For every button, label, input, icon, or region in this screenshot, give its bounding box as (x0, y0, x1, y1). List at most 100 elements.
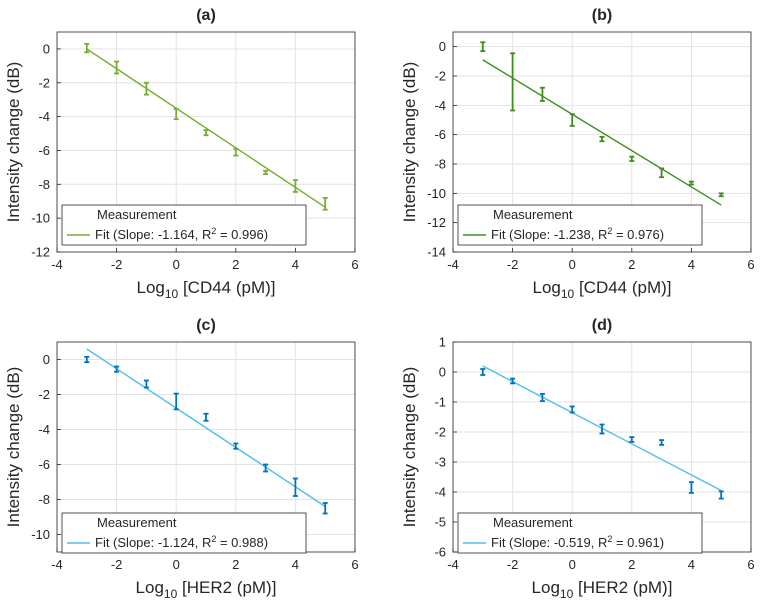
y-tick-label: 0 (43, 352, 50, 367)
legend: Measurement Fit (Slope: -0.519, R2 = 0.96… (457, 512, 703, 554)
x-tick-label: -2 (111, 557, 123, 572)
legend-fit-suffix: = 0.976) (612, 227, 664, 242)
legend-fit-suffix: = 0.961) (612, 535, 664, 550)
legend-measurement-label: Measurement (493, 515, 573, 530)
x-tick-label: -4 (447, 557, 459, 572)
error-bar (480, 41, 486, 52)
axes-box (56, 31, 356, 253)
error-bar (173, 108, 179, 121)
error-bar (203, 129, 209, 137)
y-tick-label: -6 (434, 545, 446, 560)
fit-line (86, 348, 326, 508)
y-axis-label: Intensity change (dB) (4, 367, 23, 528)
chart-b: -4 -2 0 2 4 6 0 -2 -4 -6 -8 -10 -12 -14 (b) Intensity c… (400, 7, 755, 301)
error-bar (233, 147, 239, 157)
error-bar (539, 86, 545, 102)
x-axis-label-prefix: Log (136, 578, 164, 597)
error-bar (629, 155, 635, 162)
x-tick-label: 2 (232, 257, 239, 272)
error-bar (114, 60, 120, 75)
y-tick-label: -1 (434, 395, 446, 410)
error-bar (718, 490, 724, 500)
legend: Measurement Fit (Slope: -1.164, R2 = 0.99… (61, 204, 307, 246)
x-tick-label: 2 (628, 257, 635, 272)
legend-fit-label: Fit (Slope: -1.124, R2 = 0.988) (95, 534, 268, 550)
legend-measurement-label: Measurement (493, 207, 573, 222)
x-tick-label: 2 (232, 557, 239, 572)
legend-box (61, 512, 307, 554)
error-bar (718, 192, 724, 198)
error-bar (322, 196, 328, 211)
y-tick-label: -8 (434, 157, 446, 172)
error-bar (114, 365, 120, 373)
error-bar (263, 169, 269, 176)
x-tick-label: 0 (173, 557, 180, 572)
y-tick-label: -10 (31, 211, 50, 226)
y-tick-label: -4 (38, 109, 50, 124)
x-axis-label-suffix: [CD44 (pM)] (178, 278, 275, 297)
y-axis-label: Intensity change (dB) (4, 62, 23, 223)
error-bar (659, 167, 665, 179)
error-bar (322, 502, 328, 515)
axes-box (452, 31, 752, 253)
error-bar (203, 412, 209, 422)
legend-measurement-label: Measurement (97, 515, 177, 530)
chart-c: -4 -2 0 2 4 6 0 -2 -4 -6 -8 -10 (c) Intensity change … (4, 317, 359, 601)
x-tick-label: 6 (351, 257, 358, 272)
y-tick-label: -14 (427, 245, 446, 260)
x-axis-label: Log10 [HER2 (pM)] (136, 578, 277, 601)
legend-fit-label: Fit (Slope: -0.519, R2 = 0.961) (491, 534, 664, 550)
chart-title: (c) (196, 317, 216, 334)
y-axis-label: Intensity change (dB) (400, 367, 419, 528)
fit-line (86, 48, 326, 208)
y-tick-label: -6 (38, 457, 50, 472)
x-tick-label: 0 (569, 557, 576, 572)
x-tick-label: -2 (507, 557, 519, 572)
y-tick-label: -10 (31, 527, 50, 542)
x-tick-label: 6 (747, 257, 754, 272)
error-bar (569, 405, 575, 414)
y-tick-label: -10 (427, 186, 446, 201)
error-bar (292, 477, 298, 497)
error-bar (263, 463, 269, 473)
y-tick-label: -12 (31, 245, 50, 260)
chart-d: -4 -2 0 2 4 610-1-2-3-4-5-6(d)Intensity chang… (400, 317, 755, 601)
y-tick-label: 0 (439, 365, 446, 380)
x-tick-label: 4 (688, 257, 695, 272)
legend-fit-suffix: = 0.988) (216, 535, 268, 550)
legend: Measurement Fit (Slope: -1.238, R2 = 0.97… (457, 204, 703, 246)
y-tick-label: -8 (38, 177, 50, 192)
y-tick-label: -4 (434, 98, 446, 113)
y-tick-label: -6 (38, 143, 50, 158)
y-tick-label: -2 (434, 425, 446, 440)
x-tick-label: -4 (51, 557, 63, 572)
x-tick-label: 4 (292, 557, 299, 572)
fit-line (482, 59, 722, 206)
y-tick-label: -5 (434, 515, 446, 530)
legend-fit-sup: 2 (211, 534, 216, 544)
x-axis-label: Log10 [HER2 (pM)] (532, 578, 673, 601)
x-axis-label-sub: 10 (561, 287, 575, 301)
error-bar (688, 180, 694, 186)
y-tick-label: -2 (434, 69, 446, 84)
y-tick-label: -3 (434, 455, 446, 470)
error-bar (173, 392, 179, 411)
y-tick-label: -4 (434, 485, 446, 500)
x-axis-label-sub: 10 (165, 287, 179, 301)
error-bar (688, 481, 694, 494)
legend-measurement-label: Measurement (97, 207, 177, 222)
x-axis-label-prefix: Log (136, 278, 164, 297)
error-bar (143, 379, 149, 389)
x-axis-label-suffix: [HER2 (pM)] (177, 578, 276, 597)
x-tick-label: -2 (507, 257, 519, 272)
legend-fit-prefix: Fit (Slope: -1.238, R (491, 227, 607, 242)
error-bar (510, 377, 516, 385)
legend: Measurement Fit (Slope: -1.124, R2 = 0.98… (61, 512, 307, 554)
chart-title: (d) (592, 317, 612, 334)
y-tick-label: 1 (439, 335, 446, 350)
legend-fit-suffix: = 0.996) (216, 227, 268, 242)
x-tick-label: 6 (747, 557, 754, 572)
error-bar (233, 442, 239, 450)
legend-fit-sup: 2 (211, 226, 216, 236)
